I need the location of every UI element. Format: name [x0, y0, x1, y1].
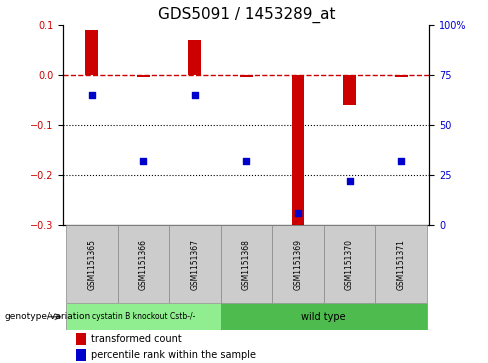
Point — [191, 92, 199, 98]
Bar — [169, 225, 221, 303]
Title: GDS5091 / 1453289_at: GDS5091 / 1453289_at — [158, 7, 335, 23]
Text: GSM1151370: GSM1151370 — [345, 238, 354, 290]
Point — [346, 178, 353, 184]
Point — [88, 92, 96, 98]
Bar — [76, 349, 86, 362]
Bar — [343, 75, 356, 105]
Text: transformed count: transformed count — [91, 334, 182, 344]
Point — [243, 158, 250, 164]
Bar — [221, 303, 427, 330]
Text: genotype/variation: genotype/variation — [5, 312, 91, 321]
Bar — [85, 30, 98, 75]
Point — [140, 158, 147, 164]
Bar — [188, 40, 202, 75]
Bar — [118, 225, 169, 303]
Text: wild type: wild type — [302, 312, 346, 322]
Bar — [66, 303, 221, 330]
Bar — [375, 225, 427, 303]
Bar — [221, 225, 272, 303]
Bar — [324, 225, 375, 303]
Text: GSM1151369: GSM1151369 — [293, 238, 303, 290]
Point — [397, 158, 405, 164]
Bar — [272, 225, 324, 303]
Text: GSM1151367: GSM1151367 — [190, 238, 200, 290]
Bar — [76, 333, 86, 345]
Text: GSM1151365: GSM1151365 — [87, 238, 96, 290]
Point — [294, 210, 302, 216]
Bar — [66, 225, 118, 303]
Bar — [137, 75, 150, 77]
Text: GSM1151366: GSM1151366 — [139, 238, 148, 290]
Bar — [240, 75, 253, 77]
Bar — [395, 75, 407, 77]
Text: GSM1151368: GSM1151368 — [242, 238, 251, 290]
Text: cystatin B knockout Cstb-/-: cystatin B knockout Cstb-/- — [92, 312, 195, 321]
Text: GSM1151371: GSM1151371 — [397, 238, 406, 290]
Bar — [291, 75, 305, 228]
Text: percentile rank within the sample: percentile rank within the sample — [91, 350, 256, 360]
